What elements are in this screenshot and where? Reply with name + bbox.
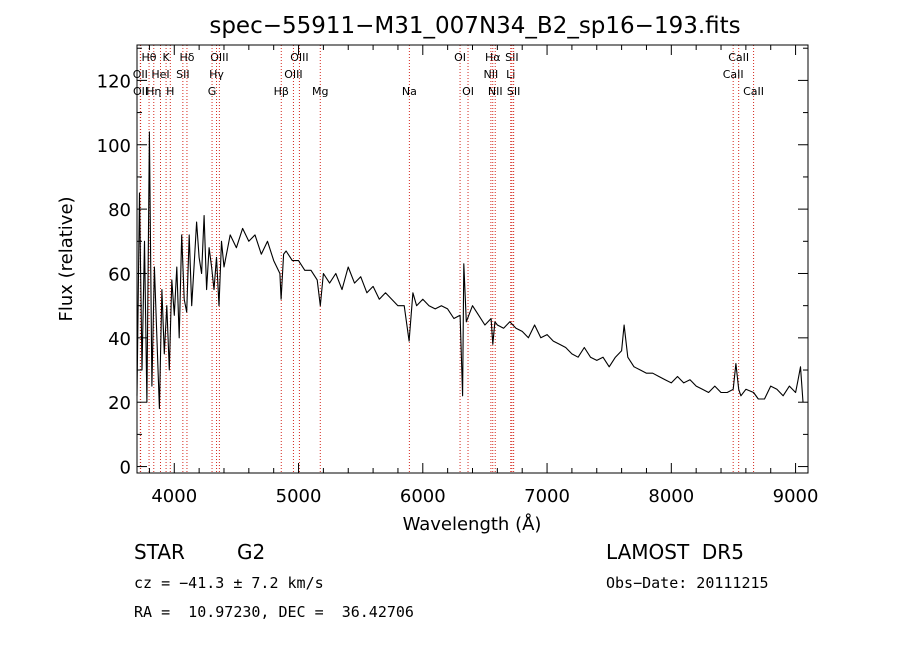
spectral-line-label: OIII — [290, 51, 308, 64]
object-class: STAR — [134, 540, 185, 564]
spectral-line-label: SII — [505, 51, 518, 64]
spectral-line-label: CaII — [728, 51, 749, 64]
spectral-line-label: OIII — [210, 51, 228, 64]
x-tick-label: 9000 — [773, 486, 819, 507]
spectral-line-label: H — [166, 85, 174, 98]
y-axis-label: Flux (relative) — [56, 196, 77, 321]
observation-date: Obs−Date: 20111215 — [606, 574, 769, 592]
y-axis-ticks: 0 20 40 60 80 100 120 — [97, 47, 808, 479]
spectrum-trace — [136, 131, 804, 410]
spectral-line-label: Hδ — [179, 51, 194, 64]
spectral-line-label: Na — [402, 85, 417, 98]
spectral-line-label: CaII — [743, 85, 764, 98]
survey-name: LAMOST DR5 — [606, 540, 744, 564]
spectral-line-label: NII — [484, 68, 499, 81]
spectral-line-label: Hα — [485, 51, 501, 64]
spectral-line-label: OI — [462, 85, 474, 98]
x-axis-ticks: 4000 5000 6000 7000 8000 9000 — [148, 45, 819, 507]
x-tick-label: 8000 — [648, 486, 694, 507]
sky-coordinates: RA = 10.97230, DEC = 36.42706 — [134, 603, 414, 621]
spectral-line-label: HeI — [151, 68, 169, 81]
spectrum-line — [136, 131, 804, 410]
spectral-line-label: SII — [507, 85, 520, 98]
x-tick-label: 5000 — [276, 486, 322, 507]
x-tick-label: 6000 — [400, 486, 446, 507]
spectral-line-label: OIII — [284, 68, 302, 81]
spectral-line-label: Hγ — [209, 68, 224, 81]
plot-frame — [136, 44, 809, 474]
spectral-line-label: Mg — [312, 85, 328, 98]
object-subclass: G2 — [237, 540, 266, 564]
spectral-line-label: Hθ — [142, 51, 157, 64]
spectral-line-label: K — [162, 51, 170, 64]
y-tick-label: 0 — [120, 458, 131, 479]
spectral-line-label: OI — [454, 51, 466, 64]
spectral-line-label: SII — [176, 68, 189, 81]
chart-title: spec−55911−M31_007N34_B2_sp16−193.fits — [209, 13, 740, 39]
spectral-line-label: Hη — [146, 85, 161, 98]
x-tick-label: 7000 — [524, 486, 570, 507]
y-tick-label: 20 — [108, 393, 131, 414]
x-axis-label: Wavelength (Å) — [403, 513, 542, 535]
y-tick-label: 80 — [108, 200, 131, 221]
spectral-line-label: NII — [488, 85, 503, 98]
spectral-line-label: CaII — [723, 68, 744, 81]
spectral-line-label: Li — [506, 68, 515, 81]
spectral-line-label: Hβ — [274, 85, 289, 98]
y-tick-label: 60 — [108, 264, 131, 285]
x-tick-label: 4000 — [151, 486, 197, 507]
y-tick-label: 40 — [108, 329, 131, 350]
redshift-velocity: cz = −41.3 ± 7.2 km/s — [134, 574, 324, 592]
y-tick-label: 120 — [97, 71, 131, 92]
y-tick-label: 100 — [97, 136, 131, 157]
spectral-line-label: G — [208, 85, 217, 98]
